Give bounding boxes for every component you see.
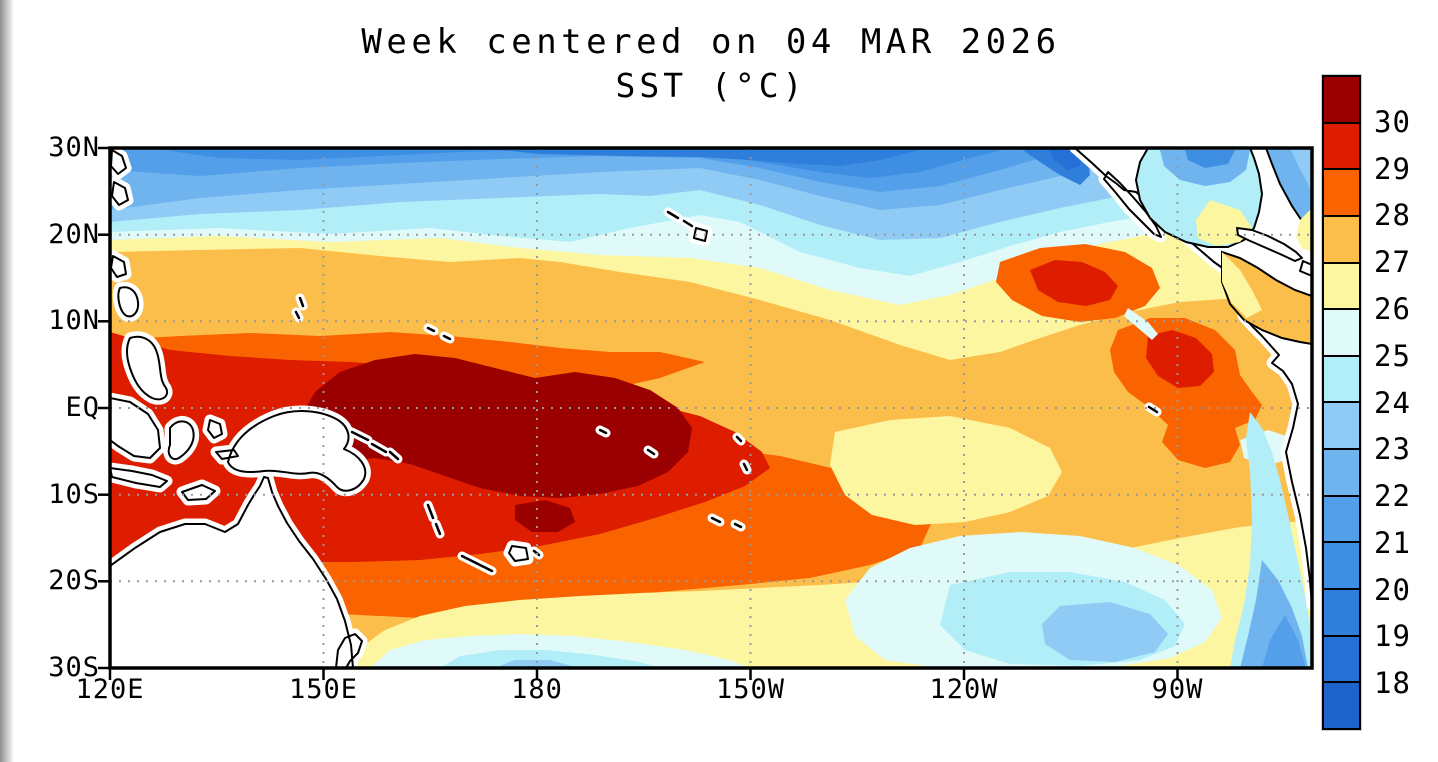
colorbar-cell	[1324, 683, 1359, 728]
colorbar-label: 25	[1374, 338, 1411, 373]
ocean-fill-layers	[110, 148, 1312, 668]
band-23-24-se-pool	[1042, 602, 1168, 662]
band-24-25-sw	[440, 650, 660, 668]
atlantic-water	[1264, 148, 1312, 238]
axis-ticks	[98, 146, 1179, 680]
lon-label: 90W	[1151, 674, 1204, 705]
lat-label: 30S	[48, 652, 100, 683]
colorbar-cell	[1324, 170, 1359, 217]
band-30plus-warmpool	[300, 354, 692, 498]
colorbar-label: 30	[1374, 104, 1411, 139]
colorbar-label: 18	[1374, 666, 1411, 701]
band-30plus-patch2	[515, 500, 575, 532]
colorbar-label: 23	[1374, 432, 1411, 467]
colorbar-label: 24	[1374, 385, 1411, 420]
atlantic-light-patch	[1290, 148, 1312, 195]
colorbar-label: 29	[1374, 151, 1411, 186]
gulf-deepblue-patch	[1185, 150, 1235, 168]
lat-label: 10N	[48, 305, 100, 337]
band-19-20-north	[480, 148, 940, 166]
colorbar-cell	[1324, 636, 1359, 684]
chart-title: Week centered on 04 MAR 2026 SST (°C)	[110, 22, 1312, 106]
colorbar-cell	[1324, 496, 1359, 544]
colorbar-label: 27	[1374, 245, 1411, 280]
title-line1: Week centered on 04 MAR 2026	[361, 22, 1061, 62]
colorbar-label: 26	[1374, 291, 1411, 326]
lon-label: 120W	[929, 674, 999, 705]
title-line2: SST (°C)	[615, 66, 807, 105]
colorbar-cell	[1324, 356, 1359, 404]
colorbar	[1322, 75, 1361, 730]
colorbar-cell	[1324, 403, 1359, 451]
lat-label: 30N	[48, 132, 100, 163]
colorbar-cell	[1324, 216, 1359, 264]
colorbar-label: 22	[1374, 479, 1411, 514]
colorbar-cell	[1324, 123, 1359, 171]
colorbar-cell	[1324, 590, 1359, 637]
colorbar-cell	[1324, 450, 1359, 497]
lat-label: 20S	[48, 565, 100, 597]
lon-label: 150W	[715, 674, 786, 705]
colorbar-cell	[1324, 543, 1359, 591]
lat-label: EQ	[65, 392, 100, 423]
colorbar-label: 21	[1374, 525, 1411, 560]
caribbean-yellow-patch	[1222, 252, 1262, 318]
window-edge-shadow	[0, 0, 14, 762]
colorbar-label: 28	[1374, 198, 1411, 233]
colorbar-cell	[1324, 310, 1359, 357]
colorbar-label: 19	[1374, 619, 1411, 654]
band-26-27-equatorial-east	[830, 416, 1062, 525]
lon-label: 150E	[288, 674, 359, 705]
band-21-22-se-corner	[1262, 615, 1306, 668]
colorbar-cell	[1324, 77, 1359, 124]
band-24-25-chile-coast	[1230, 412, 1312, 668]
lat-label: 10S	[48, 478, 100, 510]
lon-label: 120E	[75, 674, 145, 705]
band-29-30-mexico-core	[1030, 260, 1118, 306]
colorbar-label: 20	[1374, 572, 1411, 607]
colorbar-cell	[1324, 263, 1359, 311]
atlantic-yellow-wedge	[1296, 208, 1312, 252]
lon-label: 180	[511, 674, 563, 705]
gridlines	[110, 148, 1312, 668]
band-23-24-sw	[495, 660, 574, 668]
band-29-30-panama-core	[1146, 330, 1214, 388]
band-25-26-centam-coast	[1124, 308, 1158, 340]
lat-label: 20N	[48, 218, 100, 250]
